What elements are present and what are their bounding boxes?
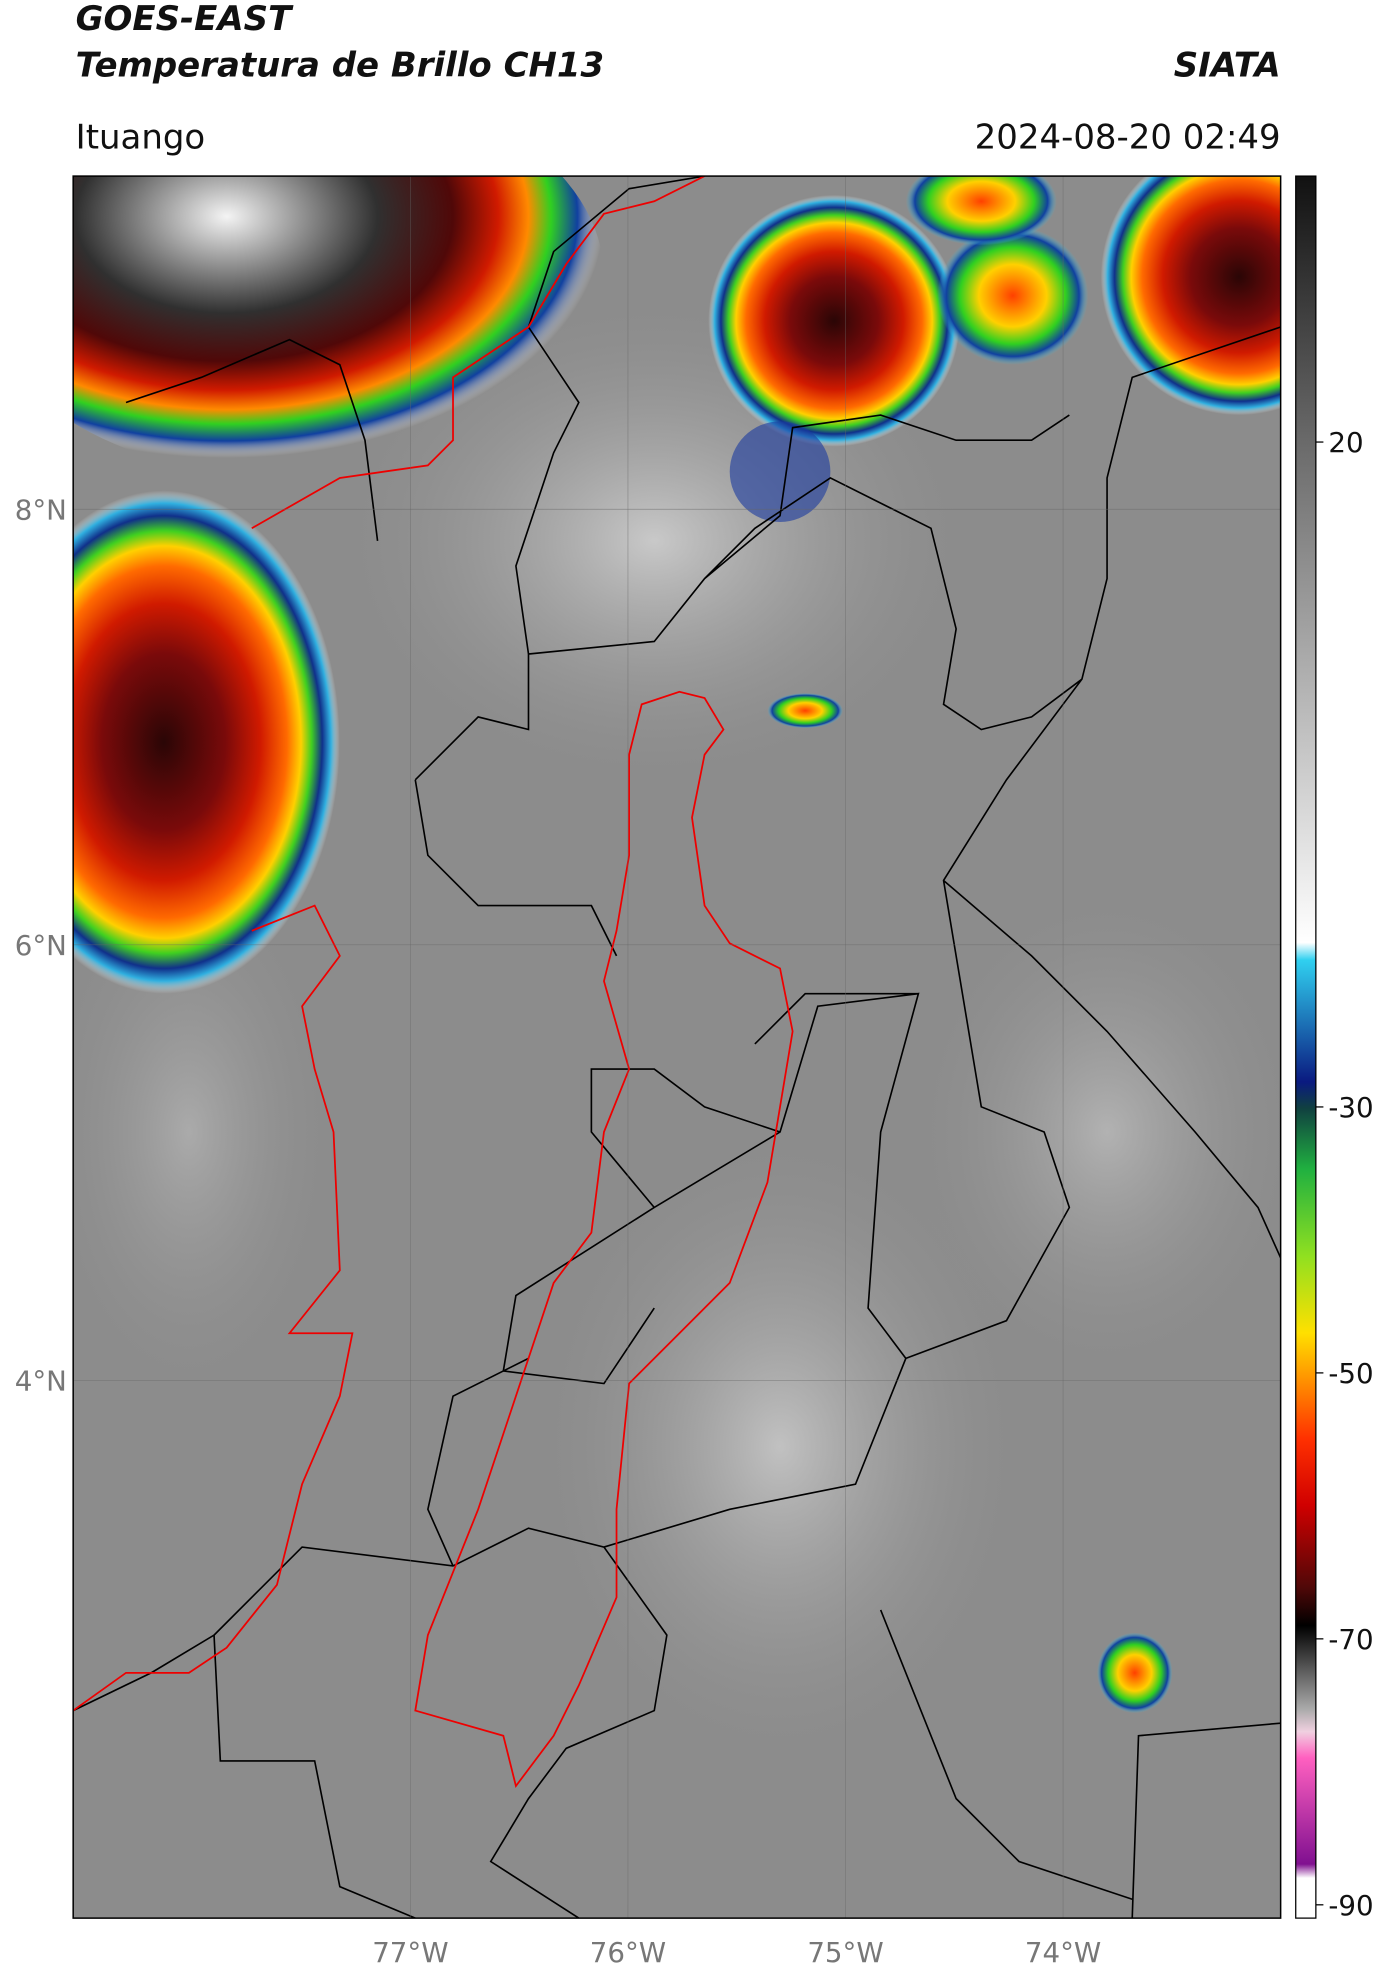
y-tick-label: 4°N [15,1364,67,1397]
storm [767,693,843,729]
ticks: 77°W 76°W 75°W 74°W 8°N 6°N 4°N 20 -30 -50 -70 -90 [15,426,1374,1969]
colorbar-tick-label: -90 [1328,1889,1373,1922]
colorbar [1295,175,1317,1919]
colorbar-tick-label: -30 [1328,1091,1373,1124]
map [73,176,1281,1919]
department-borders [73,176,1281,1919]
storm [73,176,604,478]
cloud [528,1119,1032,1774]
timestamp: 2024-08-20 02:49 [975,117,1281,157]
storm [1100,176,1281,416]
storm [1097,1632,1173,1714]
x-tick-label: 76°W [590,1936,666,1969]
map-frame [72,175,1282,1919]
colorbar-tick-label: -70 [1328,1623,1373,1656]
x-tick-label: 74°W [1025,1936,1101,1969]
colorbar-tick-label: 20 [1328,426,1363,459]
subtitle: Temperatura de Brillo CH13 [76,46,604,86]
graticule [73,176,1281,1919]
colorbar-tick-label: -50 [1328,1357,1373,1390]
x-tick-label: 77°W [372,1936,448,1969]
red-borders [73,176,794,1789]
cloud [905,880,1281,1384]
storm [73,490,340,994]
source: SIATA [1174,46,1281,86]
y-tick-label: 8°N [15,493,67,526]
cloud [73,855,340,1409]
y-tick-label: 6°N [15,929,67,962]
x-tick-label: 75°W [807,1936,883,1969]
storm [729,421,831,522]
storm [905,176,1057,246]
region: Ituango [76,117,206,157]
storm [937,226,1089,365]
storm [708,194,960,447]
title: GOES-EAST [76,0,294,39]
